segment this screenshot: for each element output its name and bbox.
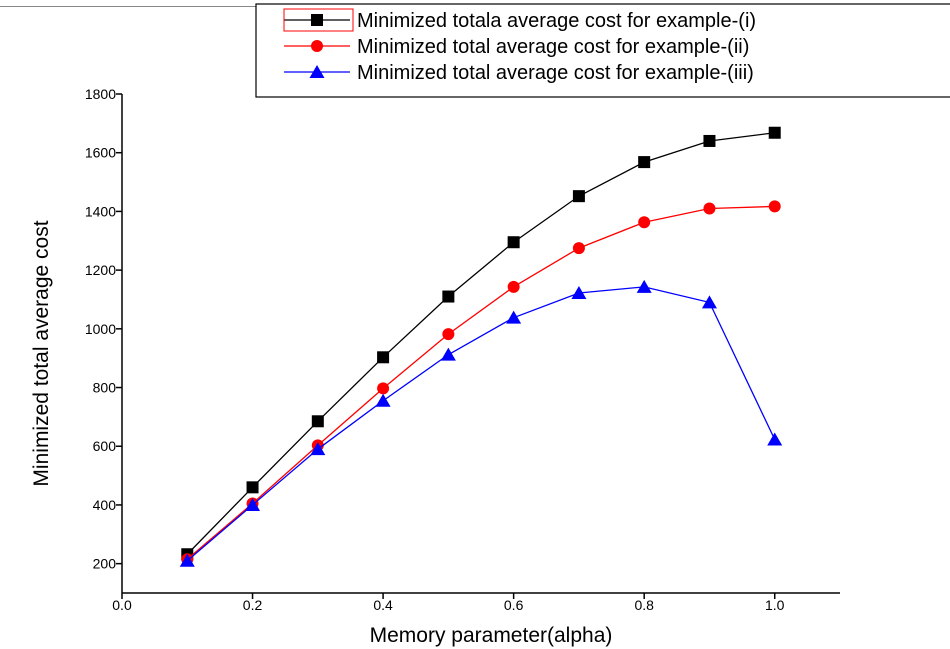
series-1-line <box>186 132 775 555</box>
series-2-point <box>638 216 651 229</box>
legend: Minimized totala average cost for exampl… <box>255 3 950 98</box>
series-3-point <box>571 286 587 300</box>
series-2-point <box>377 382 390 395</box>
x-tick-label: 0.6 <box>504 597 524 613</box>
series-2-point <box>572 242 585 255</box>
legend-box <box>255 3 950 98</box>
x-tick-label: 0.8 <box>634 597 654 613</box>
y-tick-label: 1000 <box>85 321 116 337</box>
legend-label-1: Minimized totala average cost for exampl… <box>357 10 756 32</box>
series-layer <box>179 126 783 567</box>
legend-highlight-box <box>283 8 354 32</box>
series-1-point <box>572 190 585 203</box>
series-1-point <box>507 236 520 249</box>
series-2 <box>181 200 781 566</box>
series-3-point <box>701 295 717 309</box>
series-2-point <box>442 328 455 341</box>
series-3-point <box>767 432 783 446</box>
series-1-point <box>246 481 259 494</box>
series-2-line <box>186 205 775 560</box>
series-3-point <box>440 347 456 361</box>
y-tick-label: 200 <box>93 556 117 572</box>
y-axis-ticks: 200 400 600 800 1000 1200 1400 1600 1800 <box>85 86 122 572</box>
x-axis-title: Memory parameter(alpha) <box>370 624 613 647</box>
series-1-point <box>442 290 455 303</box>
legend-marker-1 <box>311 14 323 26</box>
series-1-point <box>638 156 651 169</box>
x-tick-label: 1.0 <box>765 597 785 613</box>
series-1-point <box>768 126 781 139</box>
series-1-point <box>377 351 390 364</box>
series-1-point <box>703 134 716 147</box>
series-2-point <box>703 202 716 215</box>
y-tick-label: 800 <box>93 380 117 396</box>
legend-entry-1: Minimized totala average cost for exampl… <box>284 10 756 32</box>
legend-marker-3 <box>309 65 325 78</box>
y-tick-label: 600 <box>93 438 117 454</box>
series-3-point <box>506 310 522 324</box>
series-1 <box>181 126 781 561</box>
legend-entry-2: Minimized total average cost for example… <box>284 36 749 58</box>
y-tick-label: 1600 <box>85 145 116 161</box>
series-2-point <box>507 280 520 293</box>
series-3-point <box>179 553 195 567</box>
y-tick-label: 1800 <box>85 86 116 102</box>
series-3-point <box>636 279 652 293</box>
y-tick-label: 400 <box>93 497 117 513</box>
series-3 <box>179 279 783 567</box>
series-1-point <box>311 415 324 428</box>
axes <box>121 94 840 594</box>
legend-entry-3: Minimized total average cost for example… <box>284 62 754 84</box>
series-2-point <box>768 200 781 213</box>
y-tick-label: 1400 <box>85 203 116 219</box>
x-tick-label: 0.4 <box>373 597 393 613</box>
series-3-point <box>310 442 326 456</box>
legend-label-3: Minimized total average cost for example… <box>357 62 754 84</box>
y-tick-label: 1200 <box>85 262 116 278</box>
x-axis-ticks: 0.0 0.2 0.4 0.6 0.8 1.0 <box>112 593 785 613</box>
legend-label-2: Minimized total average cost for example… <box>357 36 749 58</box>
series-3-point <box>245 497 261 511</box>
legend-marker-2 <box>311 40 323 52</box>
series-3-point <box>375 393 391 407</box>
series-3-line <box>186 286 776 562</box>
x-tick-label: 0.2 <box>243 597 263 613</box>
x-tick-label: 0.0 <box>112 597 132 613</box>
y-axis-title: Minimized total average cost <box>30 220 53 486</box>
